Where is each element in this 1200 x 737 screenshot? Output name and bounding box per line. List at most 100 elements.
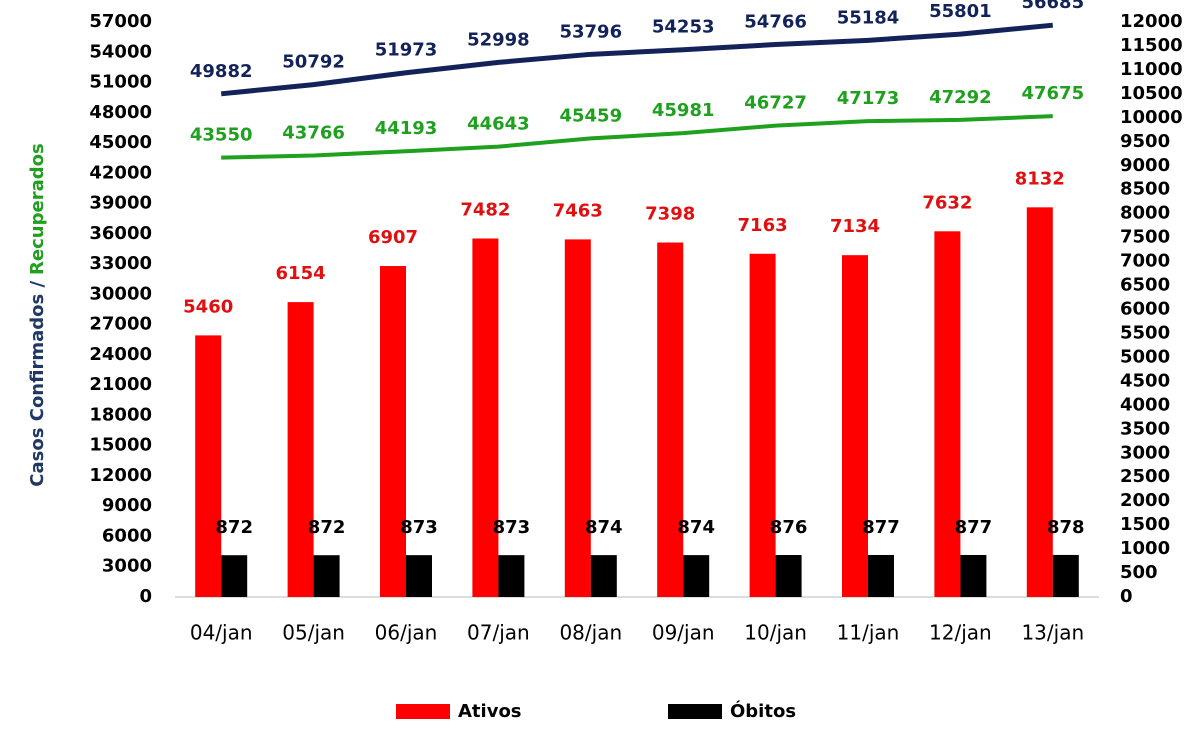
legend-label: Ativos [458, 701, 522, 722]
data-label: 873 [400, 517, 438, 538]
y2-tick-label: 3000 [1120, 442, 1170, 463]
data-label: 55801 [929, 1, 992, 22]
bar [868, 554, 894, 597]
data-label: 46727 [744, 93, 807, 114]
data-label: 54253 [652, 17, 715, 38]
data-label: 7134 [830, 216, 880, 237]
y-axis-label-part: Recuperados [27, 143, 48, 275]
y-tick-label: 15000 [89, 435, 152, 456]
data-label: 874 [585, 517, 623, 538]
bar [380, 266, 406, 597]
y2-tick-label: 3500 [1120, 418, 1170, 439]
y-axis-label-part: Casos Confirmados / [27, 281, 48, 487]
bar [195, 335, 222, 597]
y-tick-label: 12000 [89, 465, 152, 486]
bar [287, 302, 314, 597]
data-label: 55184 [837, 7, 900, 28]
y-axis-label: Casos Confirmados / Recuperados [27, 143, 48, 486]
data-label: 51973 [375, 40, 438, 61]
y2-tick-label: 6000 [1120, 299, 1170, 320]
y2-tick-label: 2500 [1120, 466, 1170, 487]
data-label: 6154 [276, 263, 326, 284]
y-tick-label: 45000 [89, 132, 152, 153]
data-label: 44193 [375, 118, 438, 139]
y-tick-label: 33000 [89, 253, 152, 274]
data-label: 7398 [645, 204, 695, 225]
data-label: 50792 [282, 52, 345, 73]
x-tick-label: 05/jan [282, 621, 345, 645]
data-label: 45981 [652, 100, 715, 121]
data-label: 47292 [929, 87, 992, 108]
y-tick-label: 18000 [89, 404, 152, 425]
data-label: 45459 [559, 105, 622, 126]
y-tick-label: 21000 [89, 374, 152, 395]
y2-tick-label: 12000 [1120, 11, 1183, 32]
data-label: 7482 [460, 199, 510, 220]
y2-tick-label: 4000 [1120, 394, 1170, 415]
data-label: 878 [1047, 517, 1085, 538]
y-tick-label: 30000 [89, 283, 152, 304]
x-tick-label: 10/jan [744, 621, 807, 645]
data-label: 7163 [738, 215, 788, 236]
data-label: 52998 [467, 29, 530, 50]
y-tick-label: 0 [139, 586, 152, 607]
data-label: 874 [677, 517, 715, 538]
y2-tick-label: 7500 [1120, 227, 1170, 248]
data-label: 877 [955, 517, 993, 538]
y2-tick-label: 10000 [1120, 107, 1183, 128]
data-label: 5460 [183, 296, 233, 317]
x-tick-label: 07/jan [467, 621, 530, 645]
y2-tick-label: 1500 [1120, 514, 1170, 535]
data-label: 877 [862, 517, 900, 538]
y-tick-label: 48000 [89, 102, 152, 123]
y-tick-label: 57000 [89, 11, 152, 32]
x-tick-label: 04/jan [190, 621, 253, 645]
x-tick-label: 09/jan [652, 621, 715, 645]
y-tick-label: 24000 [89, 344, 152, 365]
y2-tick-label: 1000 [1120, 538, 1170, 559]
data-label: 47173 [837, 88, 900, 109]
data-label: 43550 [190, 125, 253, 146]
x-tick-label: 11/jan [837, 621, 900, 645]
bar [564, 239, 591, 597]
y2-tick-label: 11000 [1120, 59, 1183, 80]
y2-tick-label: 6500 [1120, 275, 1170, 296]
x-tick-label: 13/jan [1021, 621, 1084, 645]
bar [960, 554, 987, 597]
x-tick-label: 12/jan [929, 621, 992, 645]
legend-swatch [396, 704, 450, 719]
bar [749, 253, 776, 597]
y2-tick-label: 5000 [1120, 346, 1170, 367]
data-label: 8132 [1015, 168, 1065, 189]
data-label: 43766 [282, 123, 345, 144]
y2-tick-label: 9500 [1120, 131, 1170, 152]
y2-tick-label: 7000 [1120, 251, 1170, 272]
y2-tick-label: 8000 [1120, 203, 1170, 224]
data-label: 873 [493, 517, 531, 538]
bar [1052, 554, 1079, 597]
data-label: 872 [308, 517, 346, 538]
data-label: 7632 [922, 192, 972, 213]
y-tick-label: 27000 [89, 314, 152, 335]
y-tick-label: 51000 [89, 72, 152, 93]
bar [313, 555, 340, 597]
data-label: 44643 [467, 114, 530, 135]
data-label: 47675 [1021, 83, 1084, 104]
bar [590, 555, 617, 597]
data-label: 872 [215, 517, 253, 538]
y2-tick-label: 5500 [1120, 322, 1170, 343]
legend-swatch [668, 704, 722, 719]
y-tick-label: 39000 [89, 193, 152, 214]
data-label: 7463 [553, 200, 603, 221]
bar [1026, 207, 1053, 597]
y2-tick-label: 10500 [1120, 83, 1183, 104]
bar [934, 231, 961, 598]
y-tick-label: 9000 [102, 495, 152, 516]
y-tick-label: 42000 [89, 162, 152, 183]
bar [406, 555, 432, 597]
bar [498, 555, 525, 597]
y2-tick-label: 4500 [1120, 370, 1170, 391]
data-label: 876 [770, 517, 808, 538]
bar [683, 555, 710, 597]
